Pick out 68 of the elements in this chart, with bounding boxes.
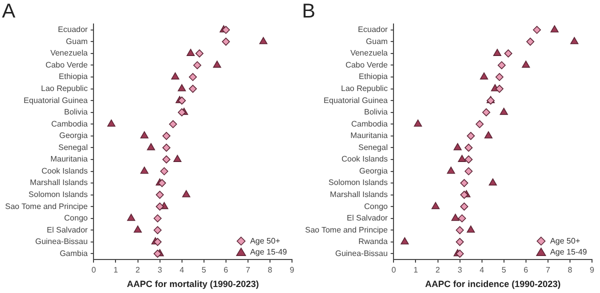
x-tick-label: 2 (136, 266, 141, 275)
y-tick-label: Equatorial Guinea (24, 96, 88, 105)
y-tick-label: Rwanda (358, 237, 388, 246)
x-tick-label: 1 (114, 266, 119, 275)
y-tick-label: Guam (366, 36, 388, 46)
x-axis-title: AAPC for mortality (1990-2023) (126, 279, 259, 290)
y-tick-label: Senegal (358, 142, 388, 152)
y-tick-label: Equatorial Guinea (324, 96, 388, 105)
x-tick-label: 5 (202, 266, 207, 275)
y-tick-label: Guinea-Bissau (35, 237, 88, 246)
x-tick-label: 4 (480, 266, 485, 275)
x-tick-label: 8 (268, 266, 273, 275)
x-tick-label: 9 (290, 266, 295, 275)
x-tick-label: 7 (246, 266, 251, 275)
y-tick-label: Venezuela (50, 48, 88, 58)
x-tick-label: 2 (436, 266, 441, 275)
legend-label: Age 15-49 (550, 247, 588, 256)
y-tick-label: Georgia (359, 166, 388, 176)
y-tick-label: Lao Republic (41, 84, 88, 93)
x-tick-label: 5 (502, 266, 507, 275)
x-tick-label: 6 (224, 266, 229, 275)
y-tick-label: Ethiopia (358, 72, 388, 82)
x-tick-label: 3 (158, 266, 163, 275)
y-tick-label: Sao Tome and Principe (305, 225, 388, 234)
x-tick-label: 3 (458, 266, 463, 275)
y-tick-label: Cambodia (351, 119, 388, 128)
y-tick-label: Bolivia (64, 108, 88, 117)
x-axis-title: AAPC for incidence (1990-2023) (425, 279, 561, 290)
y-tick-label: Marshall Islands (30, 178, 88, 188)
y-tick-label: Ecuador (358, 25, 388, 34)
y-tick-label: Georgia (59, 131, 88, 140)
y-tick-label: Cook Islands (341, 154, 388, 164)
y-tick-label: Ecuador (58, 25, 88, 34)
y-tick-label: Mauritania (50, 154, 88, 164)
x-tick-label: 6 (524, 266, 529, 275)
x-tick-label: 9 (590, 266, 595, 275)
x-tick-label: 7 (546, 266, 551, 275)
legend-label: Age 15-49 (250, 247, 288, 256)
x-tick-label: 8 (568, 266, 573, 275)
y-tick-label: Cook Islands (41, 166, 88, 176)
x-tick-label: 4 (180, 266, 185, 275)
y-tick-label: Mauritania (350, 131, 388, 140)
x-tick-label: 1 (414, 266, 419, 275)
y-tick-label: Cabo Verde (345, 60, 388, 70)
legend-label: Age 50+ (250, 236, 280, 246)
y-tick-label: Ethiopia (58, 72, 88, 82)
y-tick-label: Solomon Islands (28, 190, 88, 200)
y-tick-label: Lao Republic (341, 84, 388, 93)
y-tick-label: El Salvador (46, 225, 88, 234)
chart-title: B (302, 0, 316, 23)
y-tick-label: Senegal (58, 142, 88, 152)
y-tick-label: Solomon Islands (328, 178, 388, 188)
y-tick-label: Cabo Verde (45, 60, 88, 70)
y-tick-label: Venezuela (350, 48, 388, 58)
chart-title: A (2, 0, 16, 23)
y-tick-label: Congo (364, 202, 388, 211)
x-tick-label: 0 (391, 266, 396, 275)
y-tick-label: Cambodia (51, 119, 88, 128)
y-tick-label: Congo (64, 214, 88, 223)
y-tick-label: Sao Tome and Principe (5, 202, 88, 211)
y-tick-label: Bolivia (364, 108, 388, 117)
x-tick-label: 0 (91, 266, 96, 275)
y-tick-label: Guinea-Bissau (335, 248, 388, 258)
y-tick-label: El Salvador (346, 214, 388, 223)
legend-label: Age 50+ (550, 236, 580, 246)
y-tick-label: Guam (66, 36, 88, 46)
y-tick-label: Marshall Islands (330, 190, 388, 200)
y-tick-label: Gambia (60, 248, 88, 258)
